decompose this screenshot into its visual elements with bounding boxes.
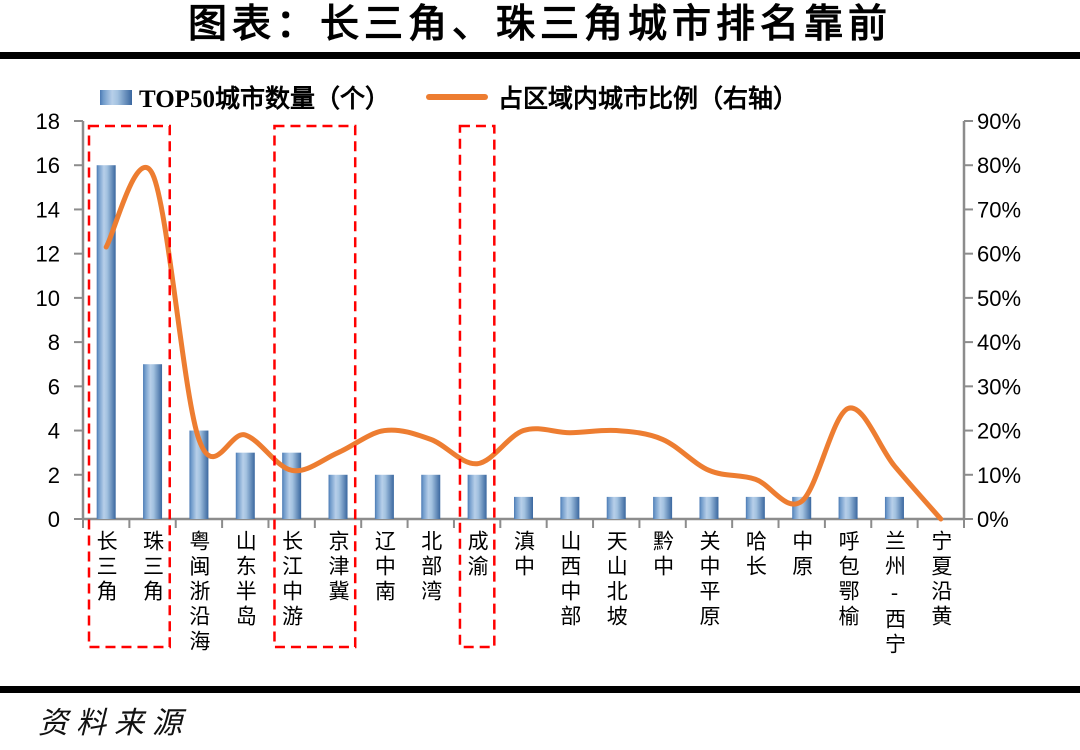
bar: [374, 474, 394, 519]
bar: [884, 496, 904, 519]
right-axis-tick-label: 80%: [977, 153, 1021, 178]
bar: [143, 364, 163, 519]
right-axis-tick-label: 30%: [977, 374, 1021, 399]
bar: [606, 496, 626, 519]
bar: [745, 496, 765, 519]
source-text: 资料来源: [38, 707, 190, 740]
x-axis-label: 珠三角: [140, 530, 165, 605]
bar: [235, 452, 255, 519]
bar: [421, 474, 441, 519]
left-axis-tick-label: 4: [48, 419, 60, 444]
x-axis-label: 哈长: [743, 530, 768, 580]
legend-bar-swatch-icon: [100, 89, 132, 105]
x-axis-label: 辽中南: [372, 530, 397, 605]
legend-line-label: 占区域内城市比例（右轴）: [497, 86, 798, 113]
x-axis-label: 兰州-西宁: [882, 530, 907, 658]
highlight-box: [87, 124, 171, 649]
x-axis-label: 长三角: [94, 530, 119, 605]
x-axis-label: 呼包鄂榆: [836, 530, 861, 630]
x-axis-label: 滇中: [511, 530, 536, 580]
x-axis-label: 成渝: [465, 530, 490, 580]
x-axis-label: 宁夏沿黄: [928, 530, 953, 630]
bar: [96, 165, 116, 519]
x-axis-label: 山东半岛: [233, 530, 258, 630]
right-axis-tick-label: 50%: [977, 286, 1021, 311]
x-axis-label: 粤闽浙沿海: [186, 530, 211, 655]
x-axis-label: 京津冀: [326, 530, 351, 605]
legend-bar-label: TOP50城市数量（个）: [139, 86, 390, 113]
x-axis-label: 天山北坡: [604, 530, 629, 630]
x-axis-label: 关中平原: [696, 530, 721, 630]
right-axis-tick-label: 70%: [977, 197, 1021, 222]
left-axis-tick-label: 14: [36, 197, 60, 222]
x-axis-label: 山西中部: [557, 530, 582, 630]
right-axis-tick-label: 20%: [977, 419, 1021, 444]
left-axis-tick-label: 18: [36, 109, 60, 134]
left-axis-tick-label: 10: [36, 286, 60, 311]
bar: [328, 474, 348, 519]
x-axis-label: 黔中: [650, 530, 675, 580]
right-axis-tick-label: 60%: [977, 242, 1021, 267]
x-axis-label: 长江中游: [279, 530, 304, 630]
legend-line-swatch-icon: [425, 94, 488, 100]
right-axis-tick-label: 90%: [977, 109, 1021, 134]
right-axis-tick-label: 40%: [977, 330, 1021, 355]
chart-canvas: 0 2 4 6 8 10 12 14 16 18 0% 10% 20% 30% 40% 50% 60% 70% 80…: [36, 109, 1021, 649]
left-axis-tick-label: 16: [36, 153, 60, 178]
footer-divider: [0, 686, 1080, 693]
right-axis-tick-label: 10%: [977, 463, 1021, 488]
bar: [838, 496, 858, 519]
chart-legend: TOP50城市数量（个） 占区域内城市比例（右轴）: [100, 79, 798, 115]
bar: [514, 496, 533, 519]
x-axis-label: 北部湾: [418, 530, 443, 605]
x-axis-label: 中原: [789, 530, 814, 580]
left-axis-tick-label: 0: [48, 507, 60, 532]
page-title: 图表：长三角、珠三角城市排名靠前: [187, 3, 892, 46]
left-axis-tick-label: 2: [48, 463, 60, 488]
bar: [467, 474, 487, 519]
bar: [560, 496, 580, 519]
ratio-line: [103, 164, 944, 522]
left-axis-tick-label: 12: [36, 242, 60, 267]
bar: [699, 496, 719, 519]
highlight-box: [273, 124, 357, 649]
left-axis-tick-label: 6: [48, 374, 60, 399]
bar: [653, 496, 673, 519]
title-divider: [0, 52, 1080, 59]
left-axis-tick-label: 8: [48, 330, 60, 355]
bar: [282, 452, 302, 519]
highlight-box: [458, 124, 496, 649]
right-axis-tick-label: 0%: [977, 507, 1009, 532]
